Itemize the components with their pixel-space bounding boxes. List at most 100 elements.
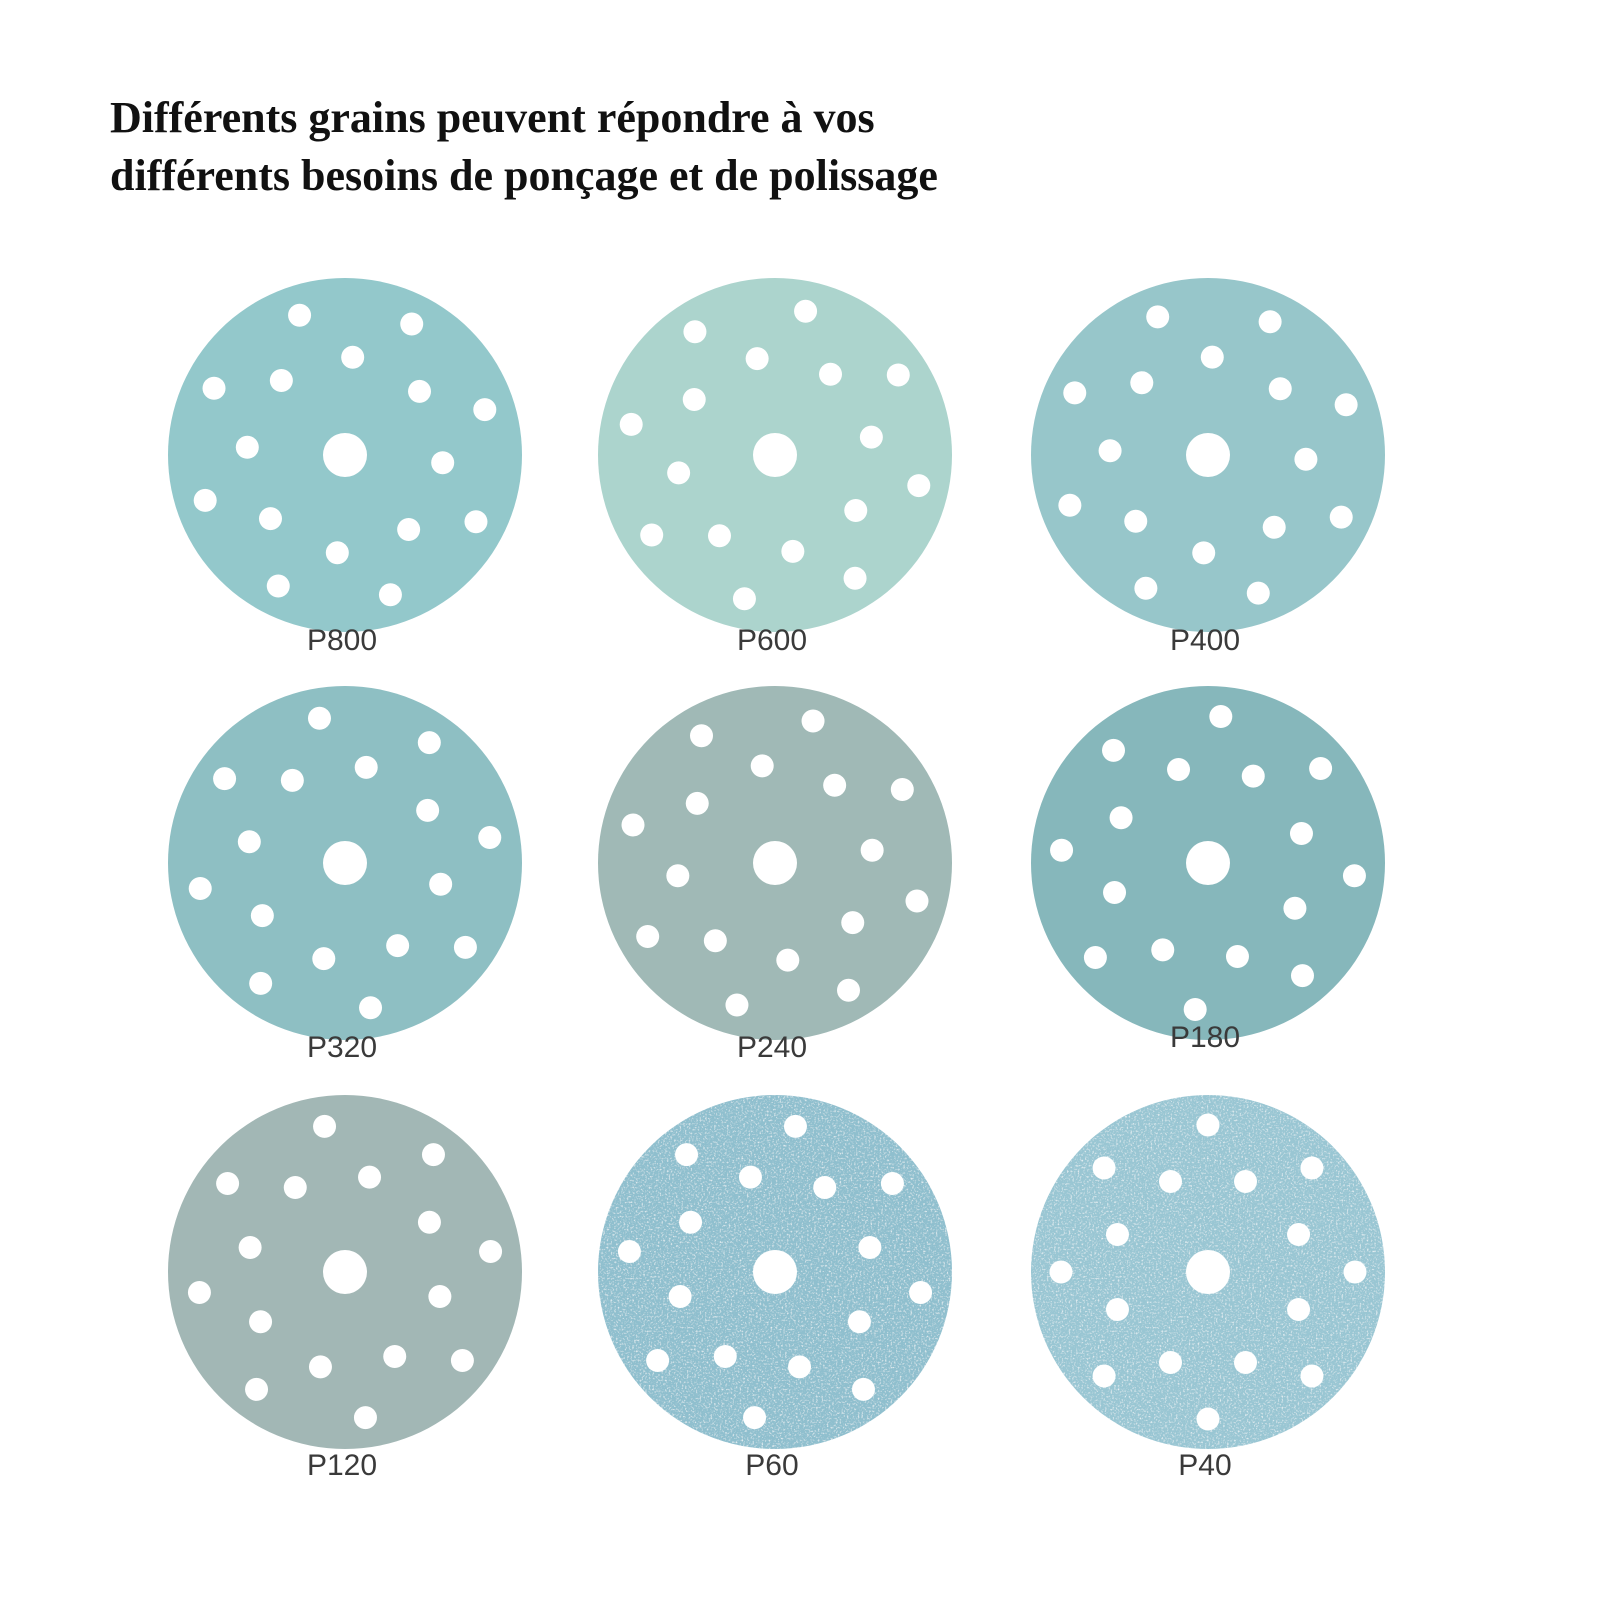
dust-hole	[1329, 505, 1353, 529]
dust-hole	[750, 754, 774, 778]
dust-hole	[408, 379, 432, 403]
dust-hole	[288, 303, 312, 327]
dust-hole	[907, 474, 931, 498]
dust-hole	[238, 1235, 262, 1259]
dust-hole	[743, 1406, 767, 1430]
dust-hole	[1343, 1260, 1367, 1284]
center-hole	[1186, 1250, 1230, 1294]
dust-hole	[823, 773, 847, 797]
dust-hole	[1290, 964, 1314, 988]
dust-hole	[1289, 822, 1313, 846]
dust-hole	[844, 499, 868, 523]
dust-hole	[359, 996, 383, 1020]
dust-hole	[283, 1176, 307, 1200]
dust-hole	[1342, 864, 1366, 888]
dust-hole	[675, 1143, 699, 1167]
dust-hole	[621, 813, 645, 837]
grit-label: P120	[307, 1449, 377, 1482]
dust-hole	[1098, 439, 1122, 463]
center-hole	[323, 433, 367, 477]
dust-hole	[1058, 493, 1082, 517]
dust-hole	[880, 1172, 904, 1196]
dust-hole	[1268, 377, 1292, 401]
dust-hole	[431, 451, 455, 475]
dust-hole	[383, 1344, 407, 1368]
dust-hole	[416, 798, 440, 822]
dust-hole	[421, 1143, 445, 1167]
dust-hole	[636, 925, 660, 948]
dust-hole	[341, 345, 365, 369]
dust-hole	[886, 363, 910, 387]
dust-hole	[479, 1240, 503, 1264]
dust-hole	[237, 830, 261, 854]
dust-hole	[249, 1310, 273, 1334]
dust-hole	[1225, 944, 1249, 968]
dust-hole	[707, 524, 731, 548]
grit-label: P600	[737, 624, 807, 657]
grit-label: P320	[307, 1031, 377, 1064]
dust-hole	[1105, 1298, 1129, 1322]
dust-hole	[1167, 758, 1191, 782]
dust-hole	[843, 566, 867, 590]
dust-hole	[640, 523, 664, 547]
dust-hole	[1300, 1156, 1324, 1180]
dust-hole	[269, 368, 293, 392]
dust-hole	[1109, 806, 1133, 830]
dust-hole	[1151, 938, 1175, 962]
dust-hole	[1258, 310, 1282, 334]
dust-hole	[354, 755, 378, 779]
center-hole	[1186, 433, 1230, 477]
dust-hole	[450, 1348, 474, 1372]
dust-hole	[679, 1210, 703, 1234]
dust-hole	[353, 1406, 377, 1430]
dust-hole	[1241, 764, 1265, 788]
dust-hole	[417, 1210, 441, 1234]
dust-hole	[464, 510, 488, 534]
sanding-disc	[1031, 278, 1385, 632]
dust-hole	[473, 398, 497, 422]
dust-hole	[313, 1114, 337, 1138]
dust-hole	[1283, 896, 1307, 920]
dust-hole	[1294, 447, 1318, 471]
grit-label: P240	[737, 1031, 807, 1064]
dust-hole	[429, 872, 453, 896]
dust-hole	[1105, 1222, 1129, 1246]
dust-hole	[213, 767, 237, 791]
dust-hole	[1300, 1364, 1324, 1388]
dust-hole	[1246, 581, 1270, 605]
center-hole	[753, 1250, 797, 1294]
dust-hole	[1092, 1156, 1116, 1180]
dust-hole	[819, 362, 843, 386]
dust-hole	[266, 574, 290, 598]
dust-hole	[1234, 1351, 1258, 1375]
dust-hole	[905, 889, 929, 913]
dust-hole	[801, 709, 825, 733]
dust-hole	[683, 320, 707, 344]
dust-hole	[738, 1165, 762, 1189]
dust-hole	[685, 791, 709, 815]
sanding-disc	[168, 1095, 522, 1449]
dust-hole	[1196, 1407, 1220, 1431]
dust-hole	[188, 877, 212, 901]
dust-hole	[619, 412, 643, 436]
dust-hole	[245, 1377, 269, 1401]
dust-hole	[386, 934, 410, 958]
dust-hole	[400, 312, 424, 336]
dust-hole	[1196, 1113, 1220, 1137]
dust-hole	[428, 1285, 452, 1309]
dust-hole	[703, 929, 727, 953]
dust-hole	[1124, 509, 1148, 533]
dust-hole	[1234, 1169, 1258, 1193]
sanding-disc	[598, 686, 952, 1040]
dust-hole	[249, 971, 273, 995]
center-hole	[753, 841, 797, 885]
dust-hole	[1146, 305, 1170, 329]
dust-hole	[358, 1165, 382, 1189]
dust-hole	[1102, 738, 1126, 762]
dust-hole	[280, 768, 304, 792]
grit-label: P40	[1178, 1449, 1231, 1482]
dust-hole	[1158, 1351, 1182, 1375]
dust-hole	[235, 435, 259, 459]
dust-hole	[1183, 997, 1207, 1021]
